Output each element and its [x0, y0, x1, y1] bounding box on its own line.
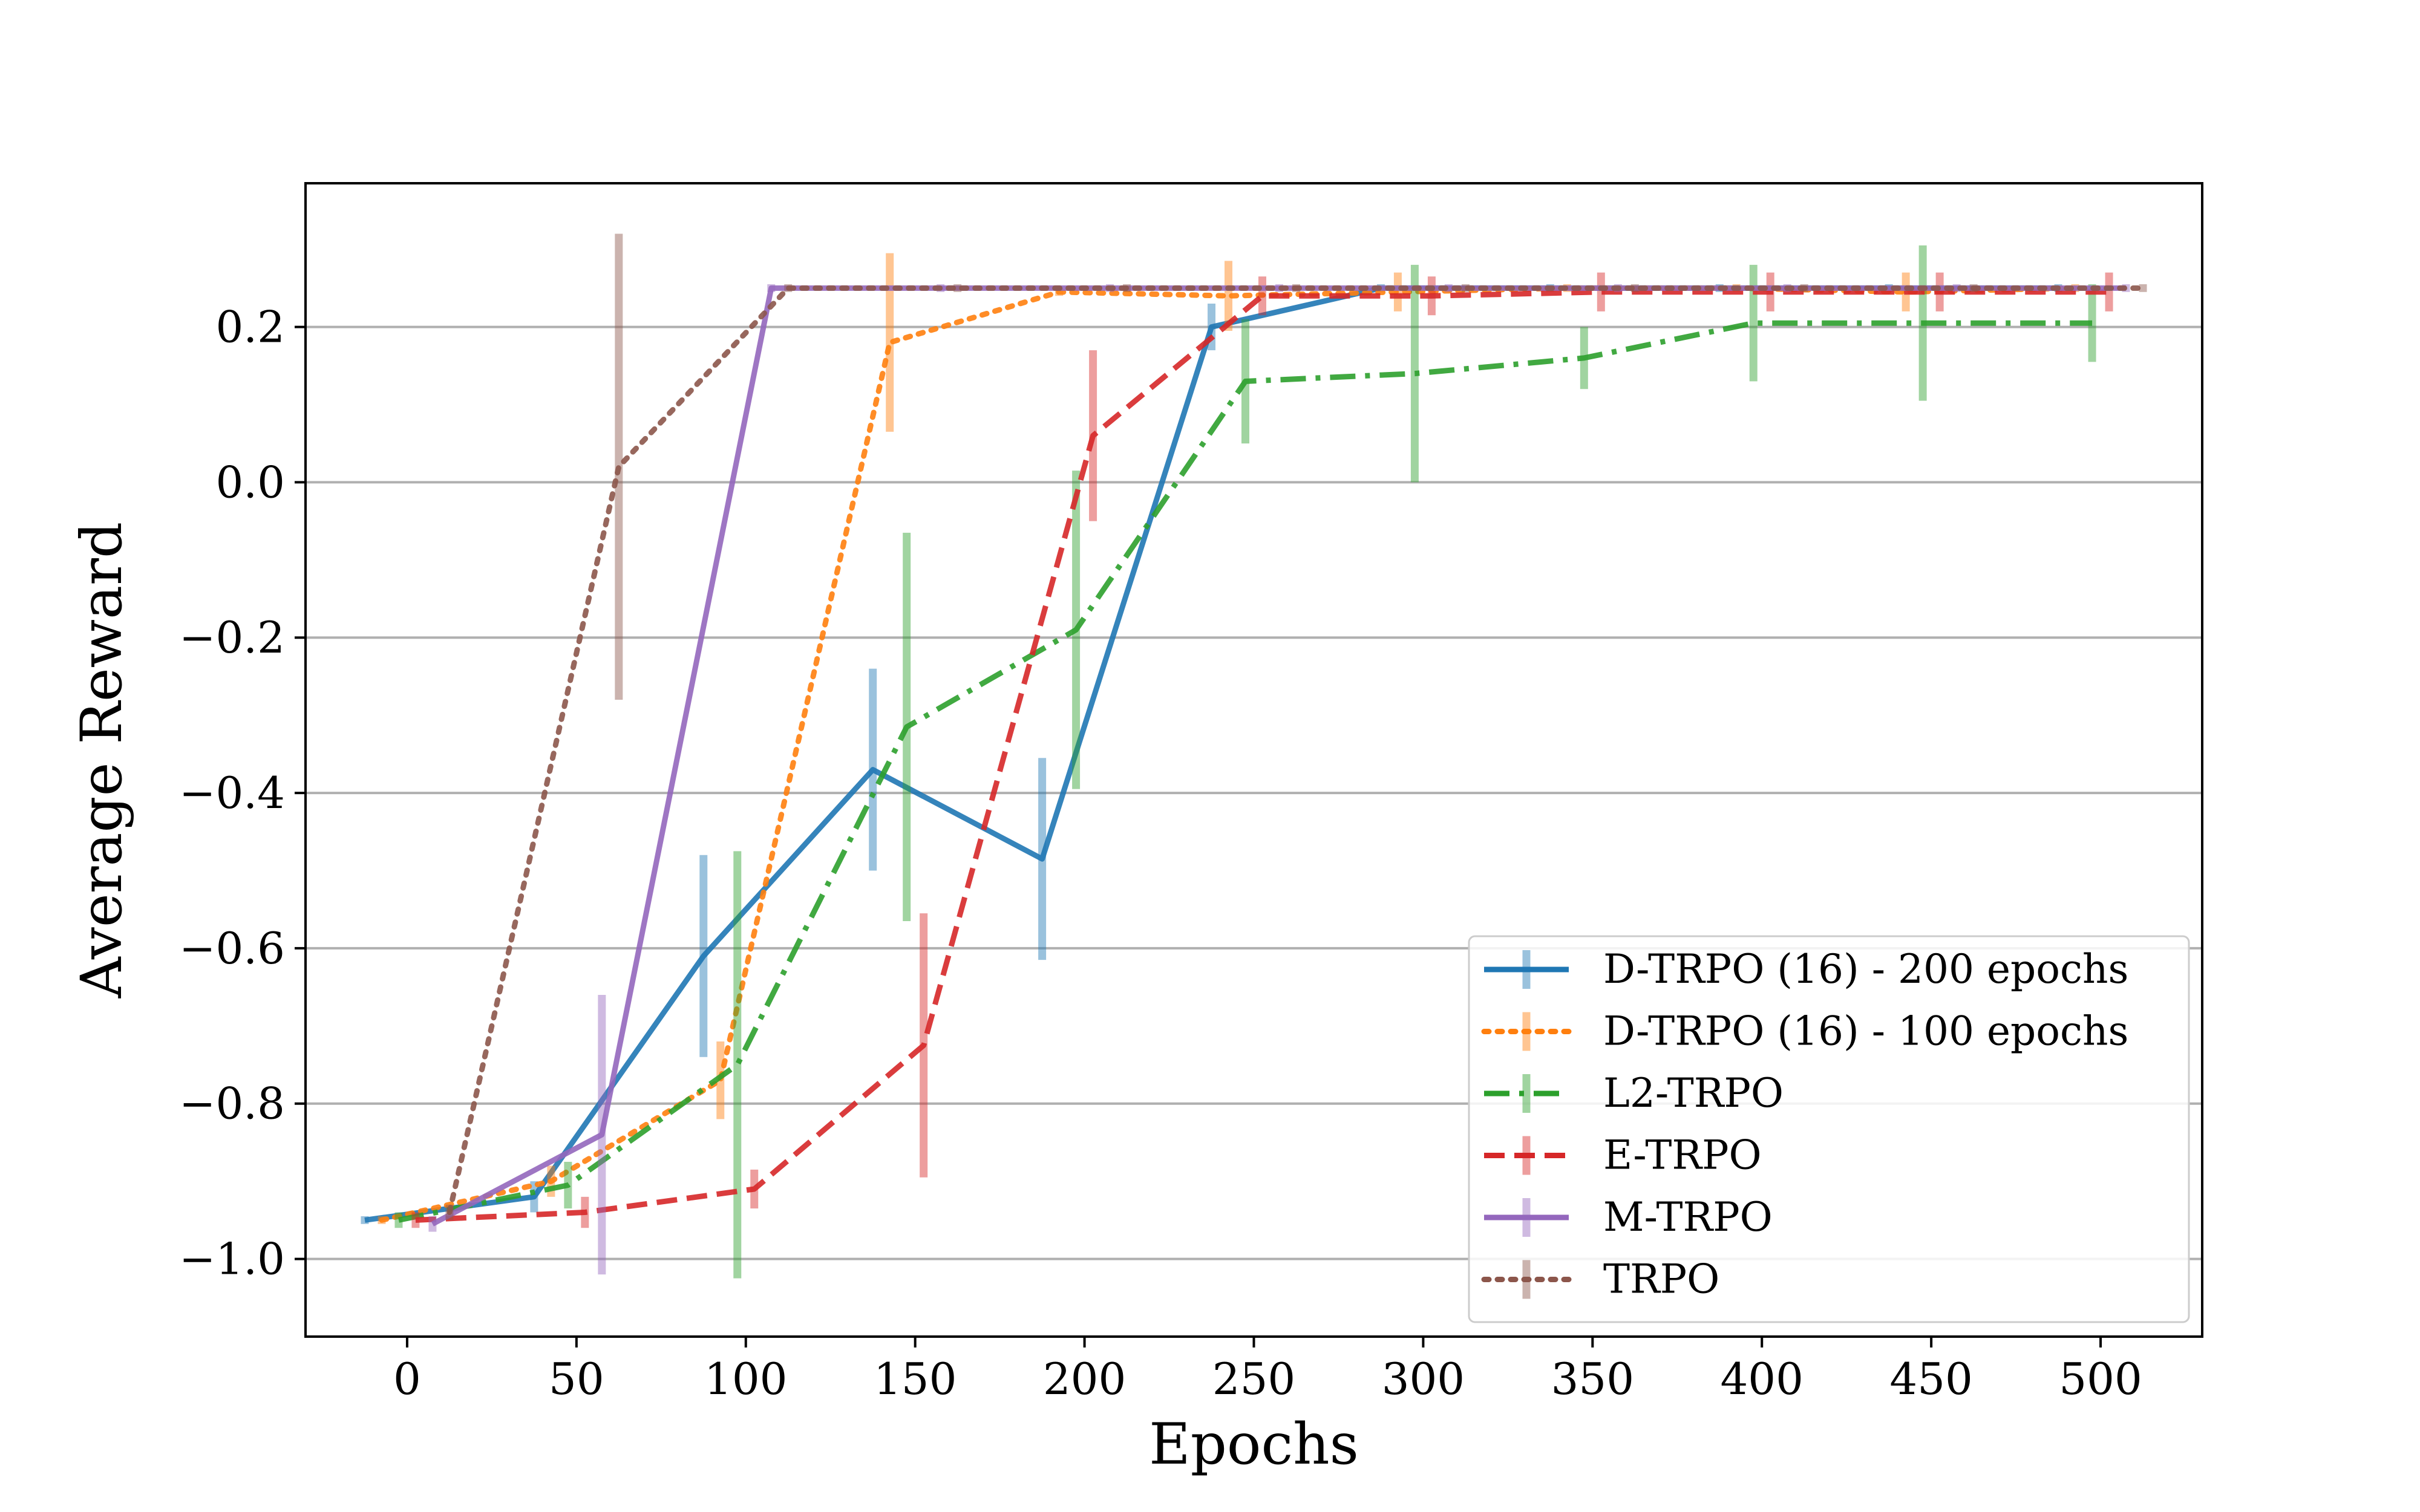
y-tick-label: −0.8: [179, 1078, 285, 1129]
legend-item: D-TRPO (16) - 200 epochs: [1484, 946, 2128, 992]
x-tick-label: 0: [393, 1354, 421, 1404]
x-tick-label: 350: [1551, 1354, 1634, 1404]
legend-label: M-TRPO: [1603, 1194, 1773, 1240]
y-tick-label: −0.2: [179, 612, 285, 663]
x-tick-label: 450: [1889, 1354, 1972, 1404]
legend-box: [1468, 935, 2190, 1323]
legend-item: TRPO: [1481, 1256, 1719, 1303]
series-line: [398, 320, 2093, 1223]
axes: −1.0 −0.8 −0.6 −0.4 −0.2 0.0 0.2 0 50 100 150 200 25…: [179, 302, 2142, 1404]
x-axis-title: Epochs: [1149, 1412, 1359, 1478]
x-tick-label: 200: [1043, 1354, 1126, 1404]
y-tick-label: −1.0: [179, 1234, 285, 1285]
series-l2-trpo: [394, 245, 2096, 1279]
series-trpo: [445, 233, 2147, 1220]
series-line: [415, 289, 2109, 1223]
grid-lines: [306, 325, 2202, 1260]
y-axis-title: Average Reward: [69, 522, 135, 999]
legend-label: E-TRPO: [1603, 1132, 1762, 1179]
legend-label: L2-TRPO: [1603, 1070, 1784, 1116]
legend-item: M-TRPO: [1484, 1194, 1773, 1240]
x-tick-label: 50: [549, 1354, 604, 1404]
plot-series: [361, 233, 2147, 1279]
legend-label: TRPO: [1603, 1256, 1719, 1303]
series-e-trpo: [411, 272, 2113, 1228]
x-tick-label: 500: [2059, 1354, 2142, 1404]
y-tick-label: 0.0: [215, 457, 285, 507]
legend-label: D-TRPO (16) - 100 epochs: [1603, 1008, 2128, 1055]
series-line: [446, 285, 2146, 1215]
y-tick-label: −0.4: [179, 767, 285, 818]
legend-item: D-TRPO (16) - 100 epochs: [1481, 1008, 2128, 1055]
x-tick-label: 250: [1212, 1354, 1295, 1404]
legend-label: D-TRPO (16) - 200 epochs: [1603, 946, 2128, 992]
x-tick-label: 300: [1382, 1354, 1465, 1404]
x-tick-label: 100: [704, 1354, 787, 1404]
x-tick-label: 400: [1721, 1354, 1804, 1404]
legend: D-TRPO (16) - 200 epochs D-TRPO (16) - 10…: [1468, 935, 2190, 1323]
legend-item: L2-TRPO: [1484, 1070, 1784, 1116]
y-tick-label: −0.6: [179, 923, 285, 974]
x-tick-label: 150: [874, 1354, 957, 1404]
legend-item: E-TRPO: [1484, 1132, 1762, 1179]
y-tick-label: 0.2: [215, 302, 285, 353]
